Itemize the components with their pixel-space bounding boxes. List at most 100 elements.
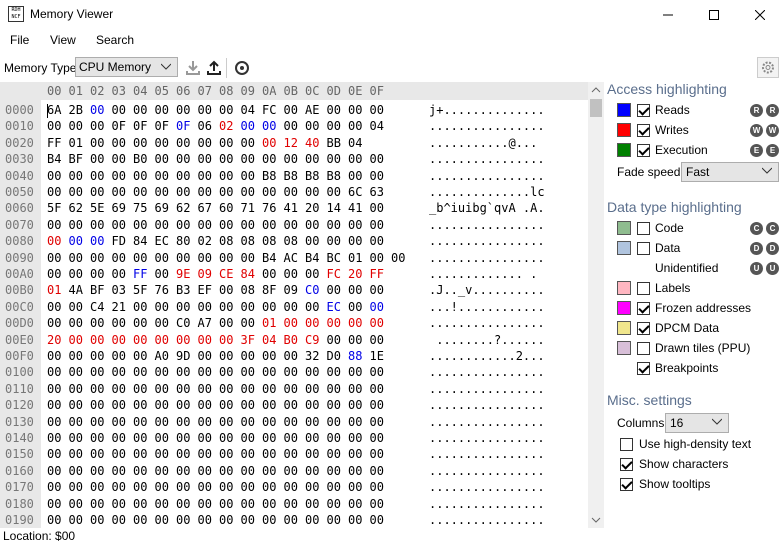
byte-cell[interactable]: 00 xyxy=(240,414,255,429)
byte-cell[interactable]: 00 xyxy=(90,414,105,429)
byte-cell[interactable]: 00 xyxy=(111,431,126,445)
byte-cell[interactable]: 00 xyxy=(219,349,234,363)
byte-cell[interactable]: 00 xyxy=(68,250,83,265)
byte-cell[interactable]: 00 xyxy=(68,414,83,429)
byte-cell[interactable]: B4 xyxy=(305,250,320,265)
byte-cell[interactable]: 00 xyxy=(283,447,298,462)
byte-cell[interactable]: 00 xyxy=(369,201,384,216)
byte-cell[interactable]: 00 xyxy=(47,365,62,380)
byte-cell[interactable]: 00 xyxy=(326,283,341,298)
byte-cell[interactable]: 00 xyxy=(369,332,384,347)
checkbox[interactable] xyxy=(637,242,650,255)
byte-cell[interactable]: 00 xyxy=(283,381,298,396)
byte-cell[interactable]: 00 xyxy=(90,185,105,199)
byte-cell[interactable]: 00 xyxy=(305,217,320,232)
byte-cell[interactable]: 00 xyxy=(176,414,191,429)
byte-cell[interactable]: 00 xyxy=(369,463,384,478)
char-cell[interactable]: _b^iuibg`qvA .A. xyxy=(429,201,545,216)
byte-cell[interactable]: 00 xyxy=(305,398,320,413)
byte-cell[interactable]: 00 xyxy=(47,496,62,511)
byte-cell[interactable]: 00 xyxy=(240,349,255,363)
byte-cell[interactable]: 6A xyxy=(47,103,62,117)
byte-cell[interactable]: 00 xyxy=(219,103,234,117)
checkbox[interactable] xyxy=(637,282,650,295)
byte-cell[interactable]: 00 xyxy=(219,299,234,314)
byte-cell[interactable]: 14 xyxy=(326,201,341,216)
byte-cell[interactable]: 0F xyxy=(154,119,169,134)
byte-cell[interactable]: 00 xyxy=(219,332,234,347)
byte-cell[interactable]: 00 xyxy=(326,381,341,396)
byte-cell[interactable]: 00 xyxy=(176,250,191,265)
char-cell[interactable]: ...!............ xyxy=(429,299,545,314)
byte-cell[interactable]: 00 xyxy=(47,447,62,462)
byte-cell[interactable]: 00 xyxy=(326,365,341,380)
byte-cell[interactable]: 00 xyxy=(47,381,62,396)
byte-cell[interactable]: 00 xyxy=(111,463,126,478)
hex-row[interactable]: 00A0 00 00 00 00 FF 00 9E 09 CE 84 00 00 00 FC 20 FF....… xyxy=(0,267,588,283)
byte-cell[interactable]: 00 xyxy=(369,513,384,527)
char-cell[interactable]: ............2... xyxy=(429,349,545,363)
byte-cell[interactable]: 00 xyxy=(262,185,277,199)
byte-cell[interactable]: 03 xyxy=(111,283,126,298)
byte-cell[interactable]: 00 xyxy=(240,513,255,527)
byte-cell[interactable]: 00 xyxy=(68,119,83,134)
byte-cell[interactable]: 00 xyxy=(305,365,320,380)
byte-cell[interactable]: 00 xyxy=(326,332,341,347)
hex-row[interactable]: 0050 00 00 00 00 00 00 00 00 00 00 00 00 00 00 6C 63....… xyxy=(0,185,588,201)
byte-cell[interactable]: 00 xyxy=(326,463,341,478)
byte-cell[interactable]: 00 xyxy=(90,496,105,511)
char-cell[interactable]: ................ xyxy=(429,414,545,429)
byte-cell[interactable]: 00 xyxy=(133,480,148,495)
byte-cell[interactable]: 1E xyxy=(369,349,384,363)
scroll-down-icon[interactable] xyxy=(588,512,604,528)
byte-cell[interactable]: FC xyxy=(326,267,341,281)
byte-cell[interactable]: 76 xyxy=(262,201,277,216)
byte-cell[interactable]: 01 xyxy=(348,250,363,265)
byte-cell[interactable]: 00 xyxy=(197,463,212,478)
byte-cell[interactable]: 00 xyxy=(369,398,384,413)
byte-cell[interactable]: 62 xyxy=(176,201,191,216)
char-cell[interactable]: ................ xyxy=(429,217,545,232)
byte-cell[interactable]: 00 xyxy=(240,381,255,396)
byte-cell[interactable]: B8 xyxy=(283,168,298,183)
byte-cell[interactable]: 00 xyxy=(283,480,298,495)
byte-cell[interactable]: 00 xyxy=(90,267,105,281)
scrollbar-thumb[interactable] xyxy=(590,99,602,117)
byte-cell[interactable]: 00 xyxy=(348,398,363,413)
byte-cell[interactable]: 00 xyxy=(197,103,212,117)
byte-cell[interactable]: 00 xyxy=(133,103,148,117)
byte-cell[interactable]: 00 xyxy=(240,365,255,380)
byte-cell[interactable]: 00 xyxy=(326,431,341,445)
columns-select[interactable]: 16 xyxy=(665,413,729,433)
byte-cell[interactable]: 60 xyxy=(219,201,234,216)
hex-row[interactable]: 0100 00 00 00 00 00 00 00 00 00 00 00 00 00 00 00 00....… xyxy=(0,365,588,381)
byte-cell[interactable]: 00 xyxy=(111,414,126,429)
byte-cell[interactable]: 8F xyxy=(262,283,277,298)
byte-cell[interactable]: 71 xyxy=(240,201,255,216)
byte-cell[interactable]: 9E xyxy=(176,267,191,281)
byte-cell[interactable]: 00 xyxy=(283,365,298,380)
byte-cell[interactable]: 00 xyxy=(283,349,298,363)
byte-cell[interactable]: 00 xyxy=(47,463,62,478)
byte-cell[interactable]: 00 xyxy=(326,234,341,249)
color-swatch[interactable] xyxy=(617,341,631,355)
byte-cell[interactable]: 00 xyxy=(283,316,298,331)
byte-cell[interactable]: 00 xyxy=(369,103,384,117)
color-swatch[interactable] xyxy=(617,221,631,235)
byte-cell[interactable]: 00 xyxy=(219,431,234,445)
byte-cell[interactable]: 00 xyxy=(176,103,191,117)
byte-cell[interactable]: 9D xyxy=(176,349,191,363)
byte-cell[interactable]: 00 xyxy=(154,431,169,445)
byte-cell[interactable]: 00 xyxy=(47,431,62,445)
byte-cell[interactable]: 00 xyxy=(305,513,320,527)
byte-cell[interactable]: 00 xyxy=(283,119,298,134)
byte-cell[interactable]: 00 xyxy=(68,234,83,249)
byte-cell[interactable]: 00 xyxy=(47,267,62,281)
byte-cell[interactable]: 00 xyxy=(154,267,169,281)
byte-cell[interactable]: 00 xyxy=(197,168,212,183)
char-cell[interactable]: ................ xyxy=(429,250,545,265)
char-cell[interactable]: ................ xyxy=(429,119,545,134)
checkbox[interactable] xyxy=(620,478,633,491)
byte-cell[interactable]: 00 xyxy=(90,463,105,478)
byte-cell[interactable]: 00 xyxy=(348,381,363,396)
